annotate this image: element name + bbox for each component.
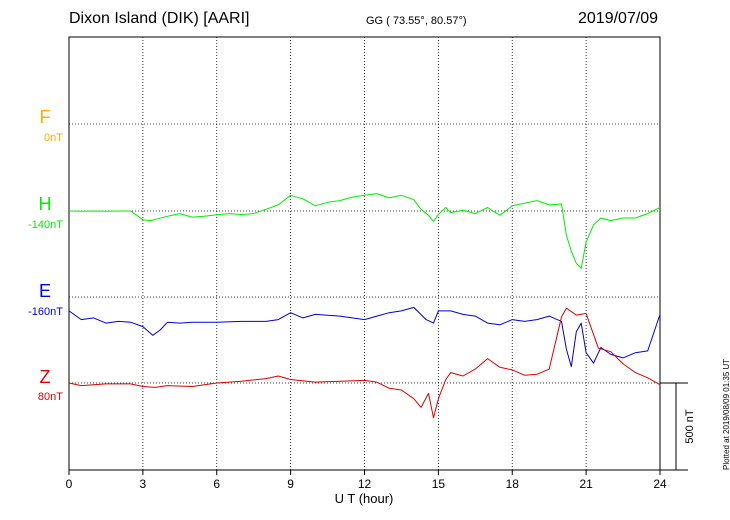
x-axis-label: U T (hour): [335, 491, 394, 506]
component-label-e: E: [38, 281, 51, 301]
baseline-label-e: -160nT: [28, 306, 63, 318]
component-label-h: H: [38, 194, 52, 214]
scale-bar-label: 500 nT: [684, 409, 696, 444]
series-line-z: [68, 307, 661, 419]
x-ticks: 0 3 6 9 12 15 18 21 24: [66, 470, 667, 491]
baselines: [69, 123, 660, 384]
geographic-coordinates: GG ( 73.55°, 80.57°): [366, 15, 467, 27]
x-tick-label: 0: [66, 477, 73, 491]
baseline-label-f: 0nT: [44, 132, 63, 144]
x-tick-label: 15: [432, 477, 446, 491]
component-label-z: Z: [39, 367, 51, 387]
baseline-label-h: -140nT: [28, 219, 63, 231]
x-tick-label: 6: [213, 477, 220, 491]
x-tick-label: 3: [140, 477, 147, 491]
grid-lines: [142, 37, 587, 470]
series-lines: [68, 193, 661, 419]
station-title: Dixon Island (DIK) [AARI]: [69, 10, 250, 27]
baseline-label-z: 80nT: [37, 391, 63, 403]
x-tick-label: 18: [506, 477, 520, 491]
series-line-e: [68, 306, 661, 368]
series-line-h: [68, 193, 661, 269]
date-label: 2019/07/09: [578, 10, 659, 27]
x-tick-label: 21: [579, 477, 593, 491]
scale-bar: 500 nT: [660, 382, 696, 471]
component-label-f: F: [39, 107, 51, 127]
x-tick-label: 9: [287, 477, 294, 491]
x-tick-label: 24: [653, 477, 667, 491]
x-tick-label: 12: [358, 477, 372, 491]
